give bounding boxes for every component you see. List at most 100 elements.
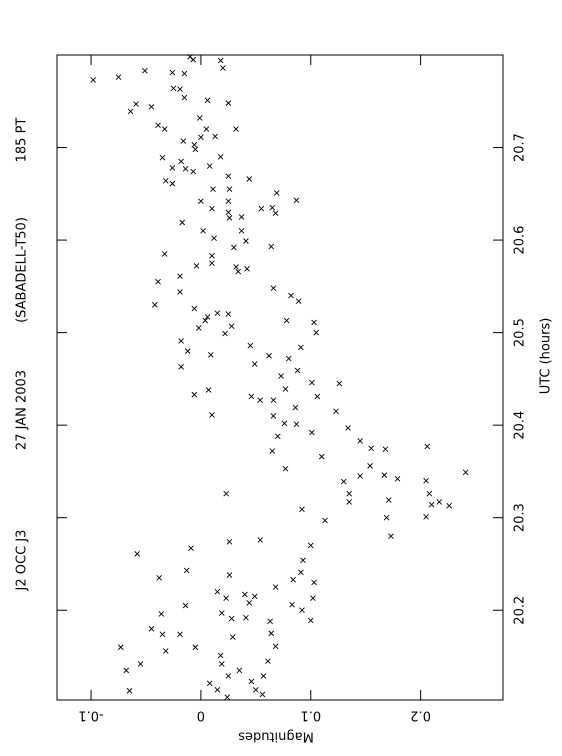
data-point [177,273,183,279]
data-point [196,115,203,121]
data-point [209,260,215,267]
annotation: (SABADELL-T50) [15,217,30,323]
data-point [292,404,299,411]
data-point [220,65,226,71]
x-tick-label: 20.5 [513,318,528,347]
data-point [288,292,294,299]
data-point [235,268,242,275]
data-point [195,325,202,331]
data-point [281,420,288,427]
data-point [137,661,144,667]
data-point [272,584,279,590]
data-point [182,602,189,609]
x-tick-label: 20.4 [513,411,528,440]
data-point [426,490,433,497]
data-point [310,595,316,602]
data-point [225,100,232,106]
data-point [90,77,97,83]
data-point [436,499,443,505]
data-point [260,673,267,679]
data-point [182,166,189,172]
data-point [367,463,373,469]
data-point [313,329,320,336]
data-point [290,576,297,583]
data-point [299,607,305,614]
data-point [184,348,191,354]
data-point [169,180,176,187]
data-point [156,575,162,581]
data-point [117,644,124,651]
data-point [209,205,215,212]
data-point [462,469,469,476]
data-point [225,198,232,205]
data-point [191,391,198,398]
data-point [268,630,275,637]
data-point [134,550,141,557]
data-point [246,600,253,606]
data-point [307,617,314,624]
data-point [248,678,255,685]
data-point [385,497,392,503]
data-point [178,158,184,165]
data-point [309,379,315,386]
data-point [180,138,187,144]
data-point [126,687,133,694]
data-point [179,219,186,226]
data-point [357,438,364,444]
data-point [336,380,343,387]
data-point [222,330,228,337]
data-point [192,644,199,651]
data-point [318,453,325,460]
data-point [298,569,304,576]
data-point [218,661,225,667]
data-point [177,289,183,295]
data-point [381,472,388,478]
data-point [190,56,197,63]
data-point [289,601,295,608]
data-point [247,342,254,349]
data-point [233,264,239,270]
data-point [178,338,184,344]
data-point [333,408,339,415]
data-point [148,104,155,110]
data-point [204,314,211,320]
data-point [236,667,243,674]
data-point [159,631,166,638]
data-point [228,323,235,329]
data-point [266,352,272,359]
data-point [242,591,248,598]
data-point [388,533,394,540]
data-point [178,364,184,370]
data-point [285,355,292,362]
data-point [246,176,253,182]
data-point [270,397,277,403]
data-point [191,141,198,148]
data-point [274,433,281,440]
data-point [270,285,277,292]
data-point [177,86,183,93]
data-point [357,473,364,479]
data-point [142,67,148,74]
data-point [394,476,401,482]
data-point [282,386,289,392]
data-point [133,101,139,107]
data-point [218,610,225,616]
data-point [205,387,212,393]
data-point [229,634,236,640]
data-point [423,513,429,520]
data-point [226,572,233,578]
y-axis-label: Magnitudes [238,729,314,744]
data-point [243,238,249,244]
data-point [243,614,249,621]
data-point [251,593,258,600]
data-point [269,204,276,211]
data-point [257,397,264,403]
data-point [209,412,215,418]
data-point [212,133,219,140]
data-point [183,567,190,574]
data-point [202,317,209,324]
data-point [238,214,245,220]
data-point [300,557,306,564]
data-point [382,446,389,453]
